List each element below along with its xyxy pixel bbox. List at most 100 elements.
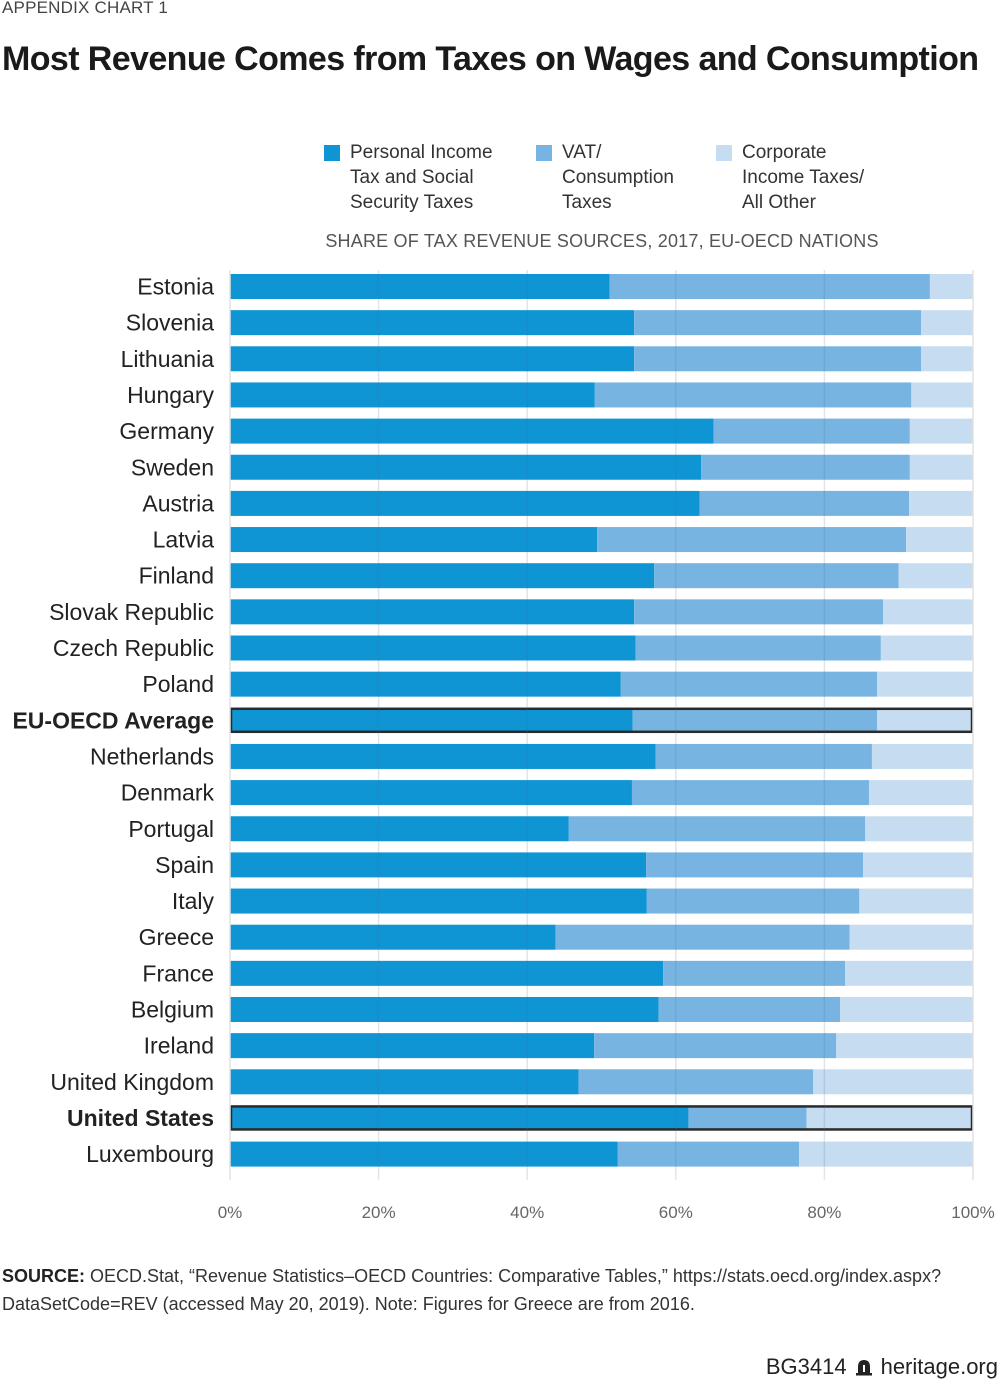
x-tick-label: 60% bbox=[659, 1203, 693, 1222]
bar-segment-personal-income bbox=[230, 924, 556, 950]
bar-segment-personal-income bbox=[230, 888, 647, 914]
category-label: Sweden bbox=[131, 454, 214, 480]
bar-segment-vat bbox=[635, 635, 881, 661]
source-note: SOURCE: OECD.Stat, “Revenue Statistics–O… bbox=[2, 1262, 998, 1318]
category-label: France bbox=[142, 960, 214, 986]
category-label: Belgium bbox=[131, 997, 214, 1023]
legend-label: Corporate Income Taxes/ All Other bbox=[742, 142, 865, 213]
bar-segment-corporate bbox=[865, 816, 973, 842]
footer-branding: BG3414 heritage.org bbox=[766, 1354, 998, 1380]
bar-segment-corporate bbox=[840, 997, 973, 1022]
bar-segment-corporate bbox=[909, 490, 973, 516]
bar-segment-vat bbox=[617, 1141, 800, 1167]
bar-segment-personal-income bbox=[230, 274, 610, 299]
bar-segment-corporate bbox=[906, 527, 973, 553]
x-tick-label: 40% bbox=[510, 1203, 544, 1222]
stacked-bar-chart: Estonia Slovenia Lithuania Hungary Germany Sw… bbox=[12, 270, 995, 1222]
bar-segment-corporate bbox=[849, 924, 973, 950]
bar-segment-personal-income bbox=[230, 490, 700, 516]
category-label: Germany bbox=[119, 418, 214, 444]
bar-segment-vat bbox=[688, 1105, 807, 1131]
chart-subtitle: SHARE OF TAX REVENUE SOURCES, 2017, EU-O… bbox=[325, 231, 879, 251]
bar-segment-vat bbox=[631, 780, 869, 806]
bar-segment-vat bbox=[578, 1069, 814, 1095]
bar-segment-personal-income bbox=[230, 346, 635, 372]
bar-segment-vat bbox=[663, 960, 846, 986]
bar-segment-corporate bbox=[898, 563, 973, 589]
category-label: United States bbox=[67, 1105, 214, 1131]
bar-segment-corporate bbox=[813, 1069, 973, 1095]
legend-swatch-vat bbox=[536, 145, 552, 161]
bar-segment-vat bbox=[646, 888, 860, 914]
bar-segment-vat bbox=[555, 924, 850, 950]
bar-segment-corporate bbox=[799, 1141, 973, 1167]
bar-segment-vat bbox=[646, 852, 864, 878]
bar-segment-personal-income bbox=[230, 454, 702, 480]
category-label: Finland bbox=[139, 563, 214, 589]
bar-segment-personal-income bbox=[230, 1069, 579, 1095]
bar-segment-corporate bbox=[929, 274, 973, 299]
bar-segment-vat bbox=[634, 310, 921, 336]
bar-segment-vat bbox=[594, 1033, 837, 1059]
bar-segment-personal-income bbox=[230, 671, 621, 697]
bar-segment-vat bbox=[701, 454, 910, 480]
source-label: SOURCE: bbox=[2, 1266, 86, 1286]
bar-segment-personal-income bbox=[230, 382, 595, 408]
bar-segment-personal-income bbox=[230, 743, 656, 769]
bar-segment-corporate bbox=[871, 743, 973, 769]
bar-segment-personal-income bbox=[230, 1141, 618, 1167]
bar-segment-corporate bbox=[877, 671, 973, 697]
bar-segment-personal-income bbox=[230, 563, 655, 589]
heritage-bell-icon bbox=[855, 1360, 872, 1376]
x-tick-label: 80% bbox=[807, 1203, 841, 1222]
category-label: Portugal bbox=[128, 816, 214, 842]
category-label: Slovak Republic bbox=[49, 599, 214, 625]
category-label: EU-OECD Average bbox=[12, 707, 214, 733]
legend-label: Personal Income Tax and Social Security … bbox=[350, 142, 493, 213]
bar-segment-corporate bbox=[863, 852, 973, 878]
x-tick-label: 0% bbox=[218, 1203, 243, 1222]
bar-segment-vat bbox=[568, 816, 866, 842]
bar-segment-personal-income bbox=[230, 418, 714, 444]
x-tick-label: 20% bbox=[362, 1203, 396, 1222]
bar-segment-vat bbox=[658, 997, 841, 1022]
site-link[interactable]: heritage.org bbox=[880, 1354, 998, 1379]
category-label: Poland bbox=[142, 671, 214, 697]
category-label: Slovenia bbox=[126, 310, 214, 336]
chart-title: Most Revenue Comes from Taxes on Wages a… bbox=[2, 40, 979, 78]
category-label: Latvia bbox=[153, 527, 215, 553]
category-label: Italy bbox=[172, 888, 215, 914]
bar-segment-personal-income bbox=[230, 599, 635, 625]
bar-segment-personal-income bbox=[230, 780, 632, 806]
bar-segment-corporate bbox=[836, 1033, 973, 1059]
bar-segment-vat bbox=[699, 490, 910, 516]
bar-segment-vat bbox=[713, 418, 910, 444]
category-label: Hungary bbox=[127, 382, 214, 408]
category-label: United Kingdom bbox=[50, 1069, 214, 1095]
bar-segment-vat bbox=[655, 743, 872, 769]
bar-segment-corporate bbox=[909, 418, 973, 444]
bar-segment-personal-income bbox=[230, 1033, 595, 1059]
bar-segment-corporate bbox=[806, 1105, 973, 1131]
bar-segment-personal-income bbox=[230, 852, 647, 878]
bar-segment-corporate bbox=[859, 888, 973, 914]
bar-segment-vat bbox=[634, 346, 921, 372]
bar-segment-corporate bbox=[883, 599, 973, 625]
bar-segment-corporate bbox=[880, 635, 973, 661]
legend: Personal Income Tax and Social Security … bbox=[0, 140, 1000, 220]
legend-swatch-corporate bbox=[716, 145, 732, 161]
highlight-outline bbox=[229, 707, 974, 734]
bar-segment-vat bbox=[632, 707, 878, 733]
category-label: Greece bbox=[139, 924, 214, 950]
bar-segment-personal-income bbox=[230, 527, 598, 553]
bar-segment-corporate bbox=[877, 707, 973, 733]
category-label: Lithuania bbox=[121, 346, 215, 372]
legend-item-corporate: Corporate Income Taxes/ All Other bbox=[716, 140, 864, 215]
legend-label: VAT/ Consumption Taxes bbox=[562, 142, 674, 213]
bar-segment-corporate bbox=[868, 780, 973, 806]
category-label: Spain bbox=[155, 852, 214, 878]
bar-segment-personal-income bbox=[230, 960, 664, 986]
report-id: BG3414 bbox=[765, 1354, 847, 1379]
category-label: Denmark bbox=[121, 780, 215, 806]
bar-segment-vat bbox=[634, 599, 884, 625]
